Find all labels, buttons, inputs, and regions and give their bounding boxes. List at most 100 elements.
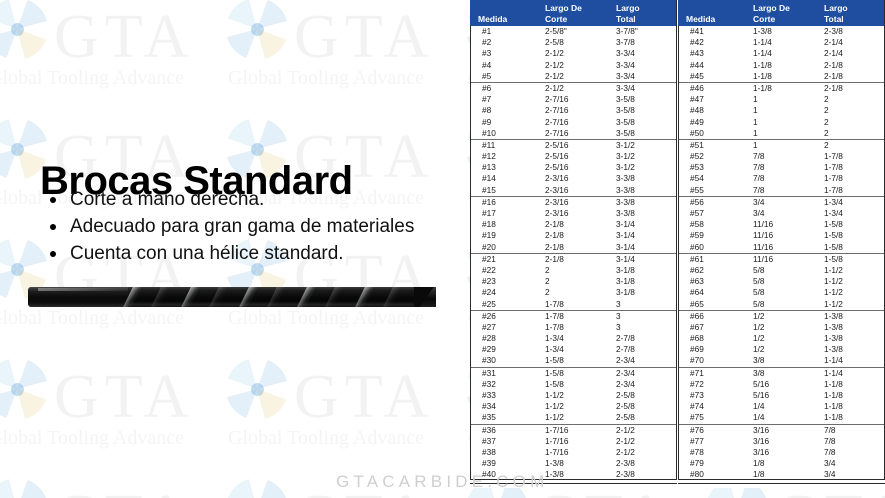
cell-medida: #17	[482, 208, 496, 218]
cell-largo-corte: 1/8	[753, 458, 765, 469]
cell-largo-total: 2-1/8	[824, 59, 843, 70]
cell-largo-total: 1-1/2	[824, 287, 843, 298]
table-row: #73 5/16 1-1/8	[678, 390, 885, 401]
cell-largo-total: 3-7/8	[616, 37, 635, 48]
cell-largo-total: 3-1/4	[616, 253, 635, 264]
cell-largo-total: 1-7/8	[824, 151, 843, 162]
cell-largo-total: 3-1/8	[616, 287, 635, 298]
cell-largo-total: 1-1/8	[824, 412, 843, 423]
cell-largo-total: 1-1/4	[824, 367, 843, 378]
table-row: #34 1-1/2 2-5/8	[470, 401, 677, 412]
cell-largo-total: 1-3/8	[824, 344, 843, 355]
cell-largo-total: 1-3/8	[824, 333, 843, 344]
cell-largo-total: 3-3/4	[616, 59, 635, 70]
cell-largo-corte: 2-7/16	[545, 127, 569, 138]
cell-largo-total: 2	[824, 127, 829, 138]
table-bottom-border-2	[678, 483, 885, 484]
table-row: #76 3/16 7/8	[678, 425, 885, 436]
cell-largo-total: 3-5/8	[616, 116, 635, 127]
cell-largo-total: 3/4	[824, 458, 836, 469]
table-row: #57 3/4 1-3/4	[678, 208, 885, 219]
cell-largo-total: 3-5/8	[616, 127, 635, 138]
table-row: #43 1-1/4 2-1/4	[678, 48, 885, 59]
cell-largo-total: 3-3/8	[616, 208, 635, 218]
cell-medida: #38	[482, 446, 496, 457]
cell-largo-corte: 2-3/16	[545, 173, 569, 184]
cell-medida: #3	[482, 48, 492, 59]
cell-medida: #51	[690, 139, 704, 150]
column-header-total-line2: Total	[616, 14, 636, 24]
cell-largo-corte: 1-1/8	[753, 59, 772, 70]
cell-medida: #2	[482, 37, 492, 48]
cell-largo-corte: 2-1/2	[545, 48, 564, 59]
cell-largo-corte: 1-1/4	[753, 48, 772, 59]
cell-medida: #36	[482, 424, 496, 435]
table-row: #61 11/16 1-5/8	[678, 254, 885, 265]
cell-medida: #5	[482, 70, 492, 81]
cell-medida: #1	[482, 26, 492, 36]
cell-largo-total: 2	[824, 116, 829, 127]
table-row: #20 2-1/8 3-1/4	[470, 242, 677, 254]
table-row: #38 1-7/16 2-1/2	[470, 447, 677, 458]
cell-medida: #34	[482, 401, 496, 412]
drill-bit-shank	[28, 287, 128, 307]
cell-largo-corte: 3/16	[753, 435, 770, 446]
cell-largo-corte: 2	[545, 264, 550, 275]
cell-largo-corte: 2-5/16	[545, 139, 569, 150]
cell-medida: #76	[690, 424, 704, 435]
cell-largo-corte: 2-5/16	[545, 151, 569, 162]
table-row: #23 2 3-1/8	[470, 276, 677, 287]
column-header-corte-line2: Corte	[545, 14, 568, 24]
cell-largo-corte: 5/16	[753, 390, 770, 400]
cell-largo-corte: 3/16	[753, 446, 770, 457]
cell-medida: #30	[482, 355, 496, 366]
table-row: #62 5/8 1-1/2	[678, 265, 885, 276]
cell-medida: #59	[690, 230, 704, 241]
table-row: #37 1-7/16 2-1/2	[470, 436, 677, 447]
cell-largo-total: 3-1/2	[616, 151, 635, 162]
cell-largo-corte: 1-3/8	[753, 26, 772, 36]
cell-largo-corte: 3/8	[753, 367, 765, 378]
column-header-total-line2: Total	[824, 14, 844, 24]
cell-largo-total: 2	[824, 105, 829, 116]
cell-largo-corte: 2-3/16	[545, 196, 569, 207]
table-bottom-border	[678, 479, 885, 480]
cell-largo-corte: 1	[753, 94, 758, 105]
table-row: #52 7/8 1-7/8	[678, 151, 885, 162]
cell-largo-corte: 11/16	[753, 241, 774, 252]
cell-largo-corte: 11/16	[753, 219, 774, 230]
cell-medida: #72	[690, 378, 704, 389]
bullet-icon	[50, 224, 56, 230]
cell-medida: #37	[482, 435, 496, 446]
table-row: #18 2-1/8 3-1/4	[470, 219, 677, 230]
bullet-icon	[50, 197, 56, 203]
cell-largo-corte: 1-1/2	[545, 412, 564, 423]
table-row: #33 1-1/2 2-5/8	[470, 390, 677, 401]
cell-largo-corte: 1/4	[753, 412, 765, 423]
cell-largo-corte: 1-1/4	[753, 37, 772, 48]
table-row: #11 2-5/16 3-1/2	[470, 140, 677, 151]
product-info-panel: Brocas Standard Corte a mano derecha. Ade…	[28, 159, 464, 307]
cell-medida: #44	[690, 59, 704, 70]
table-row: #66 1/2 1-3/8	[678, 311, 885, 322]
cell-largo-corte: 1-7/8	[545, 310, 564, 321]
cell-largo-total: 1-7/8	[824, 173, 843, 184]
cell-largo-corte: 7/8	[753, 173, 765, 184]
cell-medida: #78	[690, 446, 704, 457]
cell-medida: #52	[690, 151, 704, 162]
cell-largo-total: 2-3/4	[616, 367, 635, 378]
cell-largo-total: 2-1/4	[824, 37, 843, 48]
cell-largo-total: 2-1/2	[616, 446, 635, 457]
table-row: #64 5/8 1-1/2	[678, 287, 885, 298]
drill-size-table-1: Medida Largo De Corte Largo Total #1 2-5/…	[470, 0, 677, 488]
cell-medida: #50	[690, 127, 704, 138]
cell-largo-total: 1-5/8	[824, 253, 843, 264]
site-url-footer: GTACARBIDE.COM	[336, 472, 549, 491]
cell-largo-total: 3-3/4	[616, 48, 635, 59]
cell-largo-total: 3-3/8	[616, 184, 635, 195]
cell-largo-corte: 1-1/8	[753, 82, 772, 93]
cell-largo-corte: 2-1/8	[545, 253, 564, 264]
cell-medida: #22	[482, 264, 496, 275]
feature-list: Corte a mano derecha. Adecuado para gran …	[44, 186, 464, 267]
cell-largo-corte: 11/16	[753, 230, 774, 241]
